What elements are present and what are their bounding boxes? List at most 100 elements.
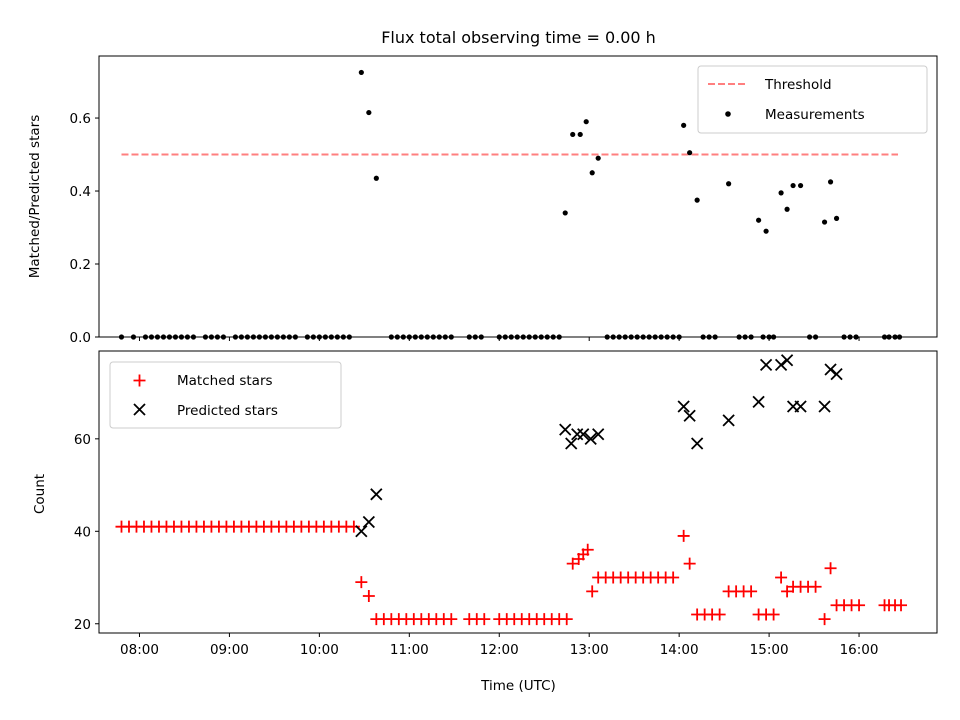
measurement-point: [833, 215, 840, 221]
measurement-point: [577, 131, 583, 138]
threshold-legend-label: Threshold: [764, 77, 832, 93]
matched-star-point: [560, 613, 573, 626]
bottom-plot-area: [115, 354, 908, 626]
predicted-star-point: [677, 400, 690, 413]
matched-star-point: [667, 571, 680, 584]
matched-star-point: [586, 585, 599, 598]
matched-star-point: [713, 608, 726, 621]
measurement-point: [827, 179, 834, 185]
x-axis-label: Time (UTC): [480, 678, 556, 694]
measurement-point: [694, 197, 700, 203]
top-y-tick-label: 0.4: [70, 184, 91, 200]
matched-star-point: [677, 529, 690, 542]
measurement-point: [583, 119, 589, 125]
chart-title: Flux total observing time = 0.00 h: [381, 28, 656, 47]
x-tick-label: 14:00: [660, 642, 699, 658]
measurement-point: [821, 219, 828, 225]
bottom-y-tick-label: 60: [74, 432, 91, 448]
measurement-point: [589, 170, 595, 176]
matched-star-point: [478, 613, 491, 626]
measurement-point: [570, 131, 576, 138]
measurement-point: [778, 190, 784, 196]
matched-star-point: [581, 543, 594, 556]
predicted-star-point: [780, 354, 794, 367]
x-tick-label: 12:00: [480, 642, 519, 658]
top-y-axis-label: Matched/Predicted stars: [27, 115, 43, 278]
x-tick-label: 08:00: [120, 642, 159, 658]
matched-star-point: [445, 613, 458, 626]
x-tick-label: 09:00: [210, 642, 249, 658]
matched-star-point: [775, 571, 788, 584]
top-y-tick-label: 0.2: [70, 257, 91, 273]
measurement-point: [726, 181, 732, 187]
predicted-star-point: [355, 525, 368, 538]
predicted-star-point: [818, 400, 831, 413]
predicted-star-point: [824, 363, 837, 376]
x-tick-label: 16:00: [840, 642, 879, 658]
bottom-y-axis-label: Count: [32, 474, 48, 514]
measurement-point: [681, 122, 687, 128]
measurement-point: [358, 69, 364, 76]
measurement-point: [687, 150, 693, 156]
top-y-ticks: 0.0 0.2 0.4 0.6: [70, 111, 99, 346]
top-y-tick-label: 0.0: [70, 330, 91, 346]
bottom-y-ticks: 20 40 60: [74, 432, 99, 633]
matched-star-point: [683, 557, 696, 570]
matched-star-point: [853, 599, 866, 612]
matched-legend-label: Matched stars: [177, 373, 273, 389]
measurement-point: [373, 175, 379, 181]
bottom-axes-frame: [98, 350, 938, 634]
bottom-legend-box: [109, 361, 342, 429]
matched-star-point: [745, 585, 758, 598]
predicted-star-point: [683, 409, 696, 422]
predicted-star-point: [584, 432, 597, 445]
x-tick-label: 13:00: [570, 642, 609, 658]
predicted-star-point: [774, 358, 788, 372]
predicted-star-point: [759, 358, 773, 372]
measurement-point: [790, 182, 796, 189]
predicted-star-point: [794, 400, 807, 413]
x-tick-label: 10:00: [300, 642, 339, 658]
predicted-star-point: [362, 515, 375, 529]
top-y-tick-label: 0.6: [70, 111, 91, 127]
x-tick-label: 11:00: [390, 642, 429, 658]
top-axes-frame: [98, 55, 938, 338]
measurement-point: [763, 228, 769, 234]
predicted-legend-label: Predicted stars: [177, 403, 278, 419]
predicted-legend-swatch: [133, 403, 146, 416]
bottom-panel: 20 40 60 08:00 09:00 10:00 11:00 12:00 13:00 14:…: [32, 350, 938, 694]
predicted-star-point: [592, 428, 605, 441]
bottom-y-tick-label: 20: [74, 617, 91, 633]
measurements-legend-swatch: [725, 111, 731, 117]
top-legend: Threshold Measurements: [697, 65, 928, 134]
predicted-star-point: [571, 428, 584, 441]
top-x-ticks: [138, 337, 860, 341]
predicted-star-point: [370, 488, 383, 501]
matched-star-point: [895, 599, 908, 612]
predicted-star-point: [752, 395, 765, 408]
measurement-point: [562, 210, 568, 216]
measurement-point: [797, 182, 804, 189]
predicted-star-point: [722, 414, 735, 427]
bottom-x-ticks: 08:00 09:00 10:00 11:00 12:00 13:00 14:00 15:00…: [120, 633, 878, 658]
predicted-star-point: [559, 423, 572, 436]
predicted-star-point: [830, 367, 843, 381]
predicted-star-point: [565, 437, 578, 450]
measurement-point: [784, 206, 790, 212]
measurement-point: [756, 217, 762, 223]
matched-legend-swatch: [133, 374, 146, 387]
matched-star-point: [824, 562, 837, 575]
matched-star-point: [355, 576, 368, 589]
measurement-point: [366, 109, 372, 116]
matched-star-point: [362, 590, 375, 603]
measurements-legend-label: Measurements: [765, 107, 865, 123]
measurement-point: [595, 155, 601, 161]
bottom-y-tick-label: 40: [74, 524, 91, 540]
top-panel: 0.0 0.2 0.4 0.6 Matched/Predicted stars Thr…: [27, 55, 938, 346]
top-legend-box: [697, 65, 928, 134]
matched-star-point: [818, 613, 831, 626]
matched-star-point: [809, 580, 822, 593]
matched-star-point: [767, 608, 780, 621]
x-tick-label: 15:00: [750, 642, 789, 658]
